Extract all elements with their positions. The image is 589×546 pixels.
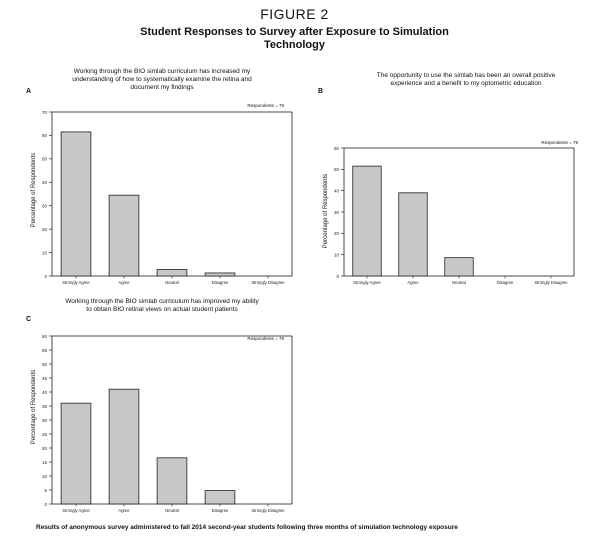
x-tick-label: Strongly Agree	[62, 508, 90, 513]
bar-agree	[108, 194, 140, 277]
bar-neutral	[156, 457, 188, 505]
panel-c-title: Working through the BIO simlab curriculu…	[65, 298, 259, 313]
bar-strongly-agree	[60, 131, 92, 277]
y-tick-label: 60	[42, 133, 48, 138]
panel-c-ylabel: Percentage of Respondents	[31, 369, 37, 445]
y-tick-label: 30	[42, 204, 48, 209]
x-tick-label: Neutral	[452, 280, 466, 285]
y-tick-label: 20	[334, 231, 340, 236]
x-tick-label: Agree	[407, 280, 419, 285]
y-tick-label: 0	[44, 274, 47, 279]
figure-caption: Results of anonymous survey administered…	[36, 524, 458, 531]
y-tick-label: 55	[42, 348, 48, 353]
panel-b-title: The opportunity to use the simlab has be…	[376, 72, 556, 87]
bar-neutral	[156, 269, 188, 277]
panel-a-letter: A	[26, 88, 32, 95]
chart-panel-c: Working through the BIO simlab curriculu…	[22, 296, 302, 521]
y-tick-label: 40	[42, 180, 48, 185]
x-tick-label: Agree	[118, 508, 130, 513]
x-tick-label: Strongly Agree	[62, 280, 90, 285]
y-tick-label: 30	[42, 418, 48, 423]
x-tick-label: Disagree	[497, 280, 514, 285]
y-tick-label: 45	[42, 376, 48, 381]
panel-a-chart: 0 10 20 30 40 50 60 70 Strongly Agree Agree Neutra…	[42, 110, 293, 285]
panel-b-letter: B	[318, 88, 324, 95]
y-tick-label: 25	[42, 432, 48, 437]
panel-b-ylabel: Percentage of Respondents	[323, 173, 329, 249]
x-tick-label: Neutral	[165, 508, 179, 513]
y-tick-label: 50	[334, 167, 340, 172]
bar-strongly-agree	[352, 165, 382, 277]
y-tick-label: 10	[42, 250, 48, 255]
y-tick-label: 5	[44, 488, 47, 493]
y-tick-label: 10	[334, 252, 340, 257]
y-tick-label: 70	[42, 110, 48, 115]
y-tick-label: 60	[334, 146, 340, 151]
y-tick-label: 20	[42, 227, 48, 232]
x-tick-label: Strongly Disagree	[251, 508, 285, 513]
y-tick-label: 15	[42, 460, 48, 465]
figure-title: Student Responses to Survey after Exposu…	[140, 26, 449, 51]
bar-disagree	[204, 490, 236, 505]
y-tick-label: 50	[42, 362, 48, 367]
y-tick-label: 30	[334, 210, 340, 215]
y-tick-label: 0	[336, 274, 339, 279]
y-tick-label: 50	[42, 157, 48, 162]
panel-b-respondents: Respondents = 79	[541, 140, 578, 145]
y-tick-label: 40	[42, 390, 48, 395]
bar-agree	[108, 388, 140, 505]
chart-panel-a: Working through the BIO simlab curriculu…	[22, 68, 302, 293]
x-tick-label: Strongly Disagree	[251, 280, 285, 285]
x-tick-label: Disagree	[212, 508, 229, 513]
y-tick-label: 60	[42, 334, 48, 339]
panel-c-respondents: Respondents = 79	[247, 336, 284, 341]
panel-c-letter: C	[26, 316, 32, 323]
y-tick-label: 0	[44, 502, 47, 507]
x-tick-label: Disagree	[212, 280, 229, 285]
x-tick-label: Strongly Agree	[353, 280, 381, 285]
x-tick-label: Neutral	[165, 280, 179, 285]
y-tick-label: 35	[42, 404, 48, 409]
panel-c-chart: 0 5 10 15 20 25 30 35 40 45 50 55 60 Strongly Agree Ag…	[42, 334, 293, 513]
panel-a-ylabel: Percentage of Respondents	[31, 152, 37, 228]
bar-strongly-agree	[60, 402, 92, 505]
chart-panel-b: The opportunity to use the simlab has be…	[304, 68, 584, 293]
bar-disagree	[204, 272, 236, 277]
bar-agree	[398, 192, 428, 277]
panel-a-respondents: Respondents = 79	[247, 103, 284, 108]
bar-neutral	[444, 257, 474, 277]
y-tick-label: 20	[42, 446, 48, 451]
y-tick-label: 40	[334, 188, 340, 193]
figure-label: FIGURE 2	[260, 6, 329, 22]
y-tick-label: 10	[42, 474, 48, 479]
panel-b-chart: 0 10 20 30 40 50 60 Strongly Agree Agree Neutral D…	[334, 146, 575, 285]
panel-a-title: Working through the BIO simlab curriculu…	[72, 68, 252, 91]
x-tick-label: Agree	[118, 280, 130, 285]
x-tick-label: Strongly Disagree	[534, 280, 568, 285]
